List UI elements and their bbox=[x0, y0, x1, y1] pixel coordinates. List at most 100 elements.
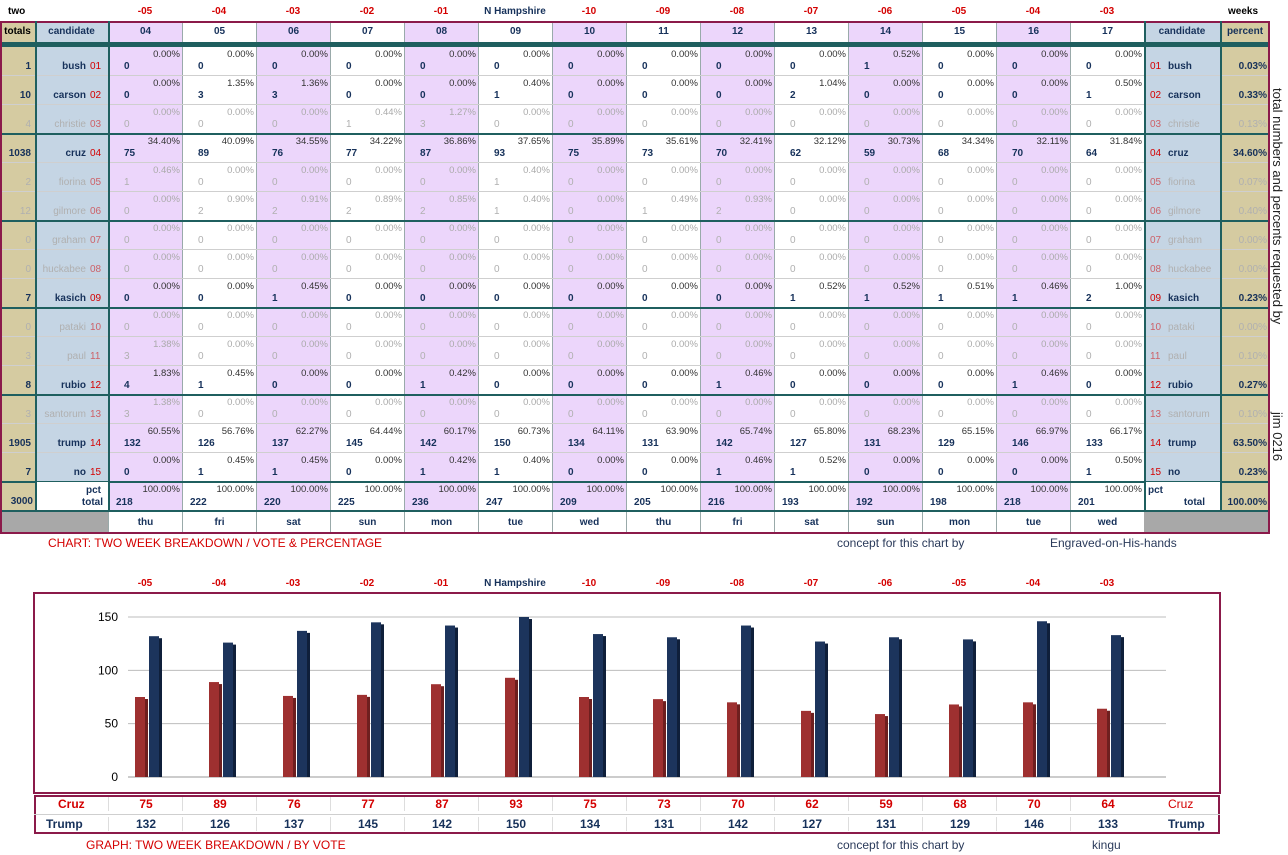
pct-cell: 0.00% bbox=[301, 310, 328, 321]
pct-cell: 0.00% bbox=[597, 310, 624, 321]
vote-cell: 131 bbox=[642, 438, 659, 449]
vote-cell: 77 bbox=[346, 148, 358, 159]
vote-cell: 0 bbox=[346, 409, 352, 420]
row-percent: 0.33% bbox=[1238, 90, 1267, 101]
pct-cell: 32.12% bbox=[813, 136, 846, 147]
pct-cell: 0.00% bbox=[597, 252, 624, 263]
offset-label: -05 bbox=[951, 6, 967, 17]
vote-cell: 0 bbox=[568, 177, 574, 188]
vote-cell: 0 bbox=[494, 235, 500, 246]
vote-cell: 1 bbox=[272, 293, 278, 304]
pct-cell: 0.00% bbox=[227, 339, 254, 350]
row-percent: 0.00% bbox=[1238, 322, 1267, 333]
vote-cell: 0 bbox=[346, 235, 352, 246]
pct-cell: 0.00% bbox=[1115, 194, 1142, 205]
pct-cell: 0.00% bbox=[1115, 223, 1142, 234]
pct-cell: 0.00% bbox=[745, 223, 772, 234]
vote-cell: 0 bbox=[494, 119, 500, 130]
vote-cell: 129 bbox=[938, 438, 955, 449]
candidate-num-left: 10 bbox=[90, 322, 102, 333]
pct-cell: 0.00% bbox=[301, 49, 328, 60]
row-divider bbox=[0, 162, 1270, 163]
pct-cell: 35.89% bbox=[591, 136, 624, 147]
cruz-bar-side bbox=[219, 684, 222, 777]
pct-cell: 0.00% bbox=[671, 78, 698, 89]
vote-cell: 2 bbox=[1086, 293, 1092, 304]
pct-cell: 0.46% bbox=[745, 455, 772, 466]
vote-cell: 0 bbox=[198, 177, 204, 188]
pct-cell: 0.00% bbox=[745, 310, 772, 321]
vote-cell: 3 bbox=[124, 409, 130, 420]
pct-cell: 0.00% bbox=[301, 339, 328, 350]
pct-cell: 0.00% bbox=[153, 310, 180, 321]
row-divider bbox=[0, 133, 1270, 135]
candidate-left-bg bbox=[35, 47, 108, 482]
total-vote-cell: 225 bbox=[338, 497, 355, 508]
pct-cell: 0.00% bbox=[671, 397, 698, 408]
vote-cell: 0 bbox=[790, 322, 796, 333]
offset-label: -07 bbox=[803, 6, 819, 17]
vote-cell: 2 bbox=[420, 206, 426, 217]
pct-cell: 60.73% bbox=[517, 426, 550, 437]
vote-cell: 0 bbox=[568, 206, 574, 217]
vote-cell: 0 bbox=[420, 351, 426, 362]
trump-value: 142 bbox=[700, 817, 775, 831]
pct-cell: 0.42% bbox=[449, 368, 476, 379]
vote-cell: 0 bbox=[938, 322, 944, 333]
candidate-name-left: santorum bbox=[44, 409, 86, 420]
vote-cell: 2 bbox=[272, 206, 278, 217]
pct-cell: 0.00% bbox=[1041, 252, 1068, 263]
y-tick-label: 150 bbox=[98, 610, 118, 624]
y-tick-label: 100 bbox=[98, 663, 118, 677]
total-vote-cell: 222 bbox=[190, 497, 207, 508]
candidate-name-right: rubio bbox=[1168, 380, 1193, 391]
candidate-name-right: no bbox=[1168, 467, 1181, 478]
vote-cell: 0 bbox=[420, 264, 426, 275]
vote-cell: 62 bbox=[790, 148, 802, 159]
pct-cell: 0.00% bbox=[893, 78, 920, 89]
pct-cell: 0.00% bbox=[893, 165, 920, 176]
pct-cell: 36.86% bbox=[443, 136, 476, 147]
cruz-value: 89 bbox=[182, 797, 257, 811]
pct-cell: 0.46% bbox=[745, 368, 772, 379]
vote-cell: 0 bbox=[716, 235, 722, 246]
trump-bar bbox=[1111, 635, 1121, 777]
vote-cell: 0 bbox=[790, 351, 796, 362]
total-pct-cell: 100.00% bbox=[1104, 484, 1142, 495]
pct-cell: 1.04% bbox=[819, 78, 846, 89]
percent-column-bg bbox=[1220, 47, 1270, 511]
vote-cell: 0 bbox=[642, 467, 648, 478]
row-total: 8 bbox=[25, 380, 31, 391]
day-column-bg bbox=[922, 47, 996, 511]
pct-cell: 0.00% bbox=[227, 397, 254, 408]
candidate-name-left: cruz bbox=[65, 148, 86, 159]
trump-row-label: Trump bbox=[46, 817, 83, 831]
pct-cell: 0.00% bbox=[227, 107, 254, 118]
weekday-label: wed bbox=[552, 512, 626, 534]
trump-bar-side bbox=[1047, 623, 1050, 777]
pct-cell: 0.49% bbox=[671, 194, 698, 205]
vote-cell: 0 bbox=[568, 380, 574, 391]
offset-label: -08 bbox=[729, 6, 745, 17]
trump-bar bbox=[445, 625, 455, 777]
total-vote-cell: 209 bbox=[560, 497, 577, 508]
trump-bar bbox=[741, 625, 751, 777]
pct-cell: 0.00% bbox=[967, 339, 994, 350]
pct-cell: 0.00% bbox=[1041, 165, 1068, 176]
pct-cell: 0.00% bbox=[1115, 339, 1142, 350]
pct-cell: 0.00% bbox=[819, 339, 846, 350]
pct-cell: 32.11% bbox=[1036, 136, 1068, 147]
pct-cell: 0.00% bbox=[967, 49, 994, 60]
weekday-label: thu bbox=[108, 512, 182, 534]
vote-cell: 0 bbox=[1086, 264, 1092, 275]
pct-cell: 0.00% bbox=[375, 310, 402, 321]
pct-cell: 1.38% bbox=[153, 339, 180, 350]
pct-cell: 65.15% bbox=[961, 426, 994, 437]
vote-cell: 0 bbox=[716, 322, 722, 333]
day-column-bg bbox=[552, 47, 626, 511]
pct-cell: 0.00% bbox=[967, 397, 994, 408]
pct-cell: 0.00% bbox=[153, 194, 180, 205]
vote-cell: 1 bbox=[790, 467, 796, 478]
cruz-bar bbox=[209, 682, 219, 777]
cruz-bar bbox=[135, 697, 145, 777]
